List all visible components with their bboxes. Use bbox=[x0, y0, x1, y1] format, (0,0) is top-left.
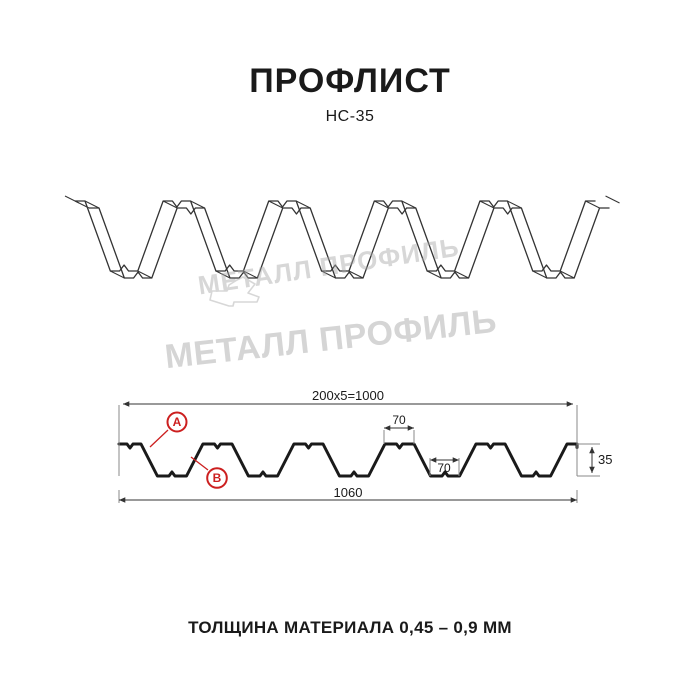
svg-text:35: 35 bbox=[598, 452, 612, 467]
svg-text:70: 70 bbox=[392, 413, 406, 427]
svg-text:B: B bbox=[213, 471, 222, 485]
svg-text:A: A bbox=[173, 415, 182, 429]
svg-text:1060: 1060 bbox=[334, 485, 363, 500]
svg-text:200x5=1000: 200x5=1000 bbox=[312, 388, 384, 403]
svg-text:70: 70 bbox=[437, 461, 451, 475]
